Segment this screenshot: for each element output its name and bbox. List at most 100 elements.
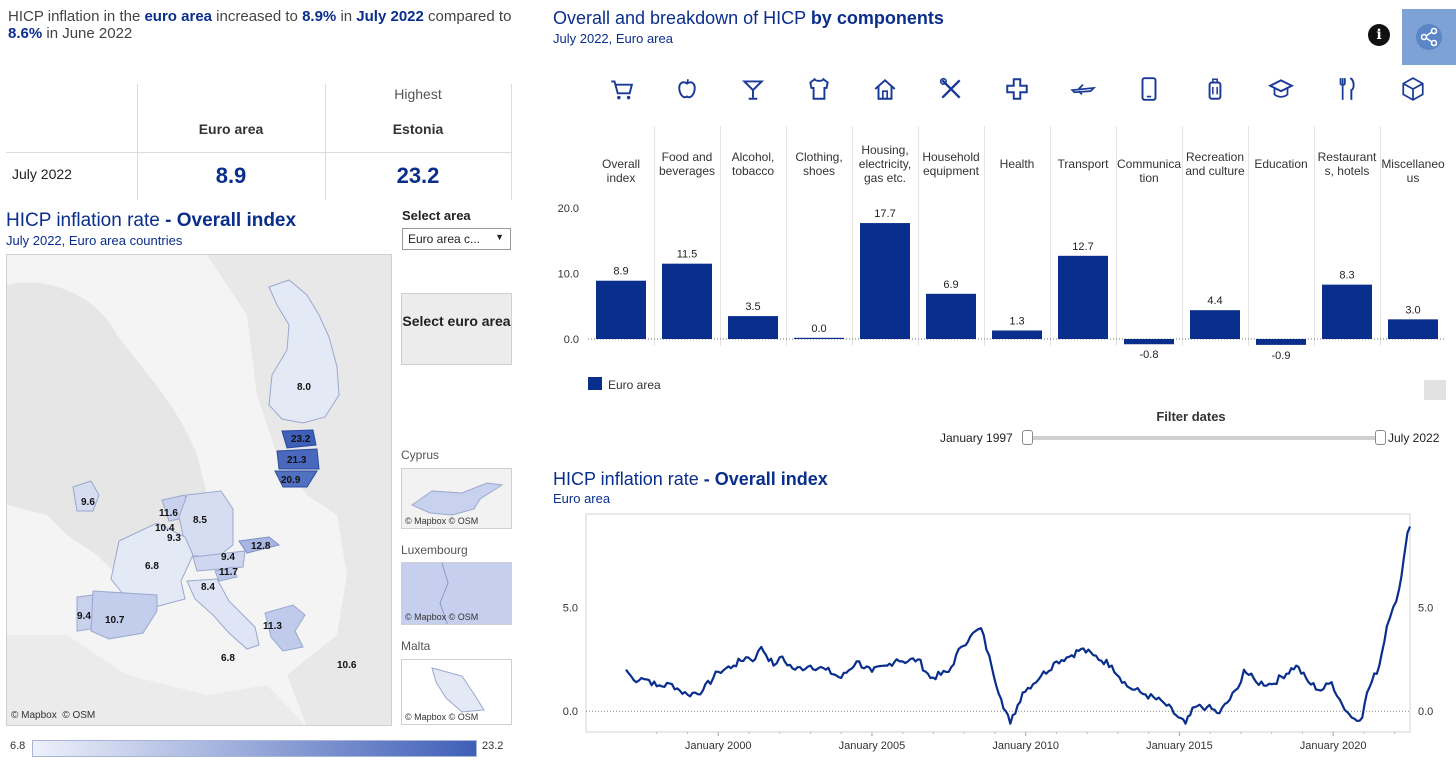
suitcase-icon[interactable] bbox=[1202, 76, 1228, 102]
map-attribution[interactable]: © Mapbox © OSM bbox=[11, 710, 95, 721]
inset-label-cyprus: Cyprus bbox=[401, 448, 440, 462]
osm-attribution[interactable]: © OSM bbox=[62, 710, 96, 721]
bar-value-label: 0.0 bbox=[811, 323, 826, 335]
color-legend-bar bbox=[32, 740, 477, 757]
country-greece[interactable] bbox=[264, 604, 306, 652]
category-label: Overall index bbox=[601, 157, 640, 185]
y-tick-label-right: 5.0 bbox=[1418, 602, 1433, 614]
series-line-euro-area[interactable] bbox=[625, 526, 1412, 725]
bar[interactable] bbox=[992, 330, 1042, 339]
inset-map-malta[interactable]: © Mapbox © OSM bbox=[401, 659, 512, 725]
category-label: Clothing, shoes bbox=[795, 150, 843, 178]
country-france[interactable] bbox=[110, 522, 194, 608]
euro-area-map[interactable]: 8.0 23.2 21.3 20.9 9.6 11.6 10.4 9.3 8.5… bbox=[6, 254, 392, 726]
map-label: 12.8 bbox=[251, 541, 271, 552]
osm-attribution: © OSM bbox=[448, 516, 479, 526]
cutlery-icon[interactable] bbox=[1334, 76, 1360, 102]
bar[interactable] bbox=[794, 337, 844, 339]
select-euro-area-button[interactable]: Select euro area bbox=[401, 293, 512, 365]
country-austria[interactable] bbox=[192, 550, 246, 572]
bar[interactable] bbox=[728, 316, 778, 339]
inset-map-cyprus[interactable]: © Mapbox © OSM bbox=[401, 468, 512, 529]
select-area-dropdown[interactable]: Euro area c... ▼ bbox=[402, 228, 511, 250]
share-button[interactable] bbox=[1402, 9, 1456, 65]
mapbox-attribution: © Mapbox bbox=[405, 712, 447, 722]
country-slovenia[interactable] bbox=[214, 566, 238, 582]
column-divider bbox=[1248, 126, 1249, 346]
bar[interactable] bbox=[596, 280, 646, 339]
mapbox-attribution[interactable]: © Mapbox bbox=[11, 710, 57, 721]
graduation-cap-icon[interactable] bbox=[1267, 76, 1295, 102]
country-latvia[interactable] bbox=[276, 448, 320, 470]
map-title-text: HICP inflation rate bbox=[6, 210, 166, 231]
x-tick-label: January 2020 bbox=[1300, 740, 1367, 752]
plane-icon[interactable] bbox=[1070, 76, 1097, 102]
house-icon[interactable] bbox=[872, 76, 898, 102]
land-shape bbox=[7, 282, 207, 575]
bar[interactable] bbox=[1388, 319, 1438, 339]
components-title-bold: by components bbox=[810, 8, 944, 28]
y-tick-label: 0.0 bbox=[564, 334, 579, 346]
y-tick-label-right: 0.0 bbox=[1418, 706, 1433, 718]
category-label: Restaurant s, hotels bbox=[1317, 150, 1377, 178]
cart-icon[interactable] bbox=[608, 76, 634, 102]
highest-label: Highest bbox=[394, 86, 442, 102]
phone-icon[interactable] bbox=[1136, 76, 1162, 102]
column-divider bbox=[1380, 126, 1381, 346]
country-cyprus[interactable] bbox=[410, 482, 504, 516]
headline-text-4: compared to bbox=[423, 8, 512, 25]
column-divider bbox=[654, 126, 655, 346]
y-tick-label: 0.0 bbox=[563, 706, 578, 718]
slider-handle-start[interactable] bbox=[1022, 430, 1033, 445]
bar[interactable] bbox=[662, 263, 712, 339]
tools-icon[interactable] bbox=[938, 76, 964, 102]
cube-icon[interactable] bbox=[1400, 76, 1426, 102]
cocktail-icon[interactable] bbox=[740, 76, 766, 102]
components-title-text: Overall and breakdown of HICP bbox=[553, 8, 811, 28]
bar[interactable] bbox=[1190, 310, 1240, 339]
country-italy[interactable] bbox=[186, 578, 260, 650]
bar[interactable] bbox=[1256, 339, 1306, 345]
column-divider bbox=[1314, 126, 1315, 346]
date-range-slider-track[interactable] bbox=[1030, 436, 1380, 440]
bar[interactable] bbox=[1058, 255, 1108, 339]
shirt-icon[interactable] bbox=[806, 76, 832, 102]
euro-area-value: 8.9 bbox=[215, 163, 247, 188]
apple-icon[interactable] bbox=[674, 76, 700, 102]
inset-map-luxembourg[interactable]: © Mapbox © OSM bbox=[401, 562, 512, 625]
bar[interactable] bbox=[1124, 339, 1174, 345]
country-malta[interactable] bbox=[431, 667, 485, 713]
bar-value-label: 17.7 bbox=[874, 208, 895, 220]
osm-attribution: © OSM bbox=[448, 712, 479, 722]
col-estonia: Estonia bbox=[392, 121, 444, 137]
bar-value-label: 8.3 bbox=[1339, 270, 1354, 282]
x-tick-label: January 2015 bbox=[1146, 740, 1213, 752]
headline-region: euro area bbox=[144, 8, 213, 25]
country-ireland[interactable] bbox=[72, 480, 100, 512]
country-spain[interactable] bbox=[90, 590, 158, 640]
cross-icon[interactable] bbox=[1004, 76, 1030, 102]
land-shape bbox=[207, 255, 391, 725]
headline-text-3: in bbox=[336, 8, 357, 25]
inset-label-malta: Malta bbox=[401, 639, 431, 653]
map-title: HICP inflation rate - Overall index bbox=[6, 210, 296, 232]
country-finland[interactable] bbox=[268, 279, 340, 424]
country-estonia[interactable] bbox=[281, 429, 317, 449]
legend-min: 6.8 bbox=[10, 740, 26, 752]
luxembourg-svg bbox=[402, 563, 512, 625]
category-labels: Overall index Food and beverages Alcohol, … bbox=[588, 126, 1446, 346]
x-tick-label: January 2010 bbox=[992, 740, 1059, 752]
country-lithuania[interactable] bbox=[274, 470, 318, 488]
map-label: 11.3 bbox=[263, 621, 282, 632]
slider-handle-end[interactable] bbox=[1375, 430, 1386, 445]
country-slovakia[interactable] bbox=[238, 536, 281, 554]
country-luxembourg[interactable] bbox=[402, 563, 512, 625]
inset-attribution: © Mapbox © OSM bbox=[405, 712, 478, 722]
select-area-label: Select area bbox=[402, 208, 471, 223]
scroll-handle[interactable] bbox=[1424, 380, 1446, 400]
info-icon[interactable]: i bbox=[1368, 24, 1390, 46]
bar[interactable] bbox=[926, 293, 976, 339]
bar[interactable] bbox=[1322, 284, 1372, 339]
bar[interactable] bbox=[860, 223, 910, 339]
column-divider bbox=[720, 126, 721, 346]
